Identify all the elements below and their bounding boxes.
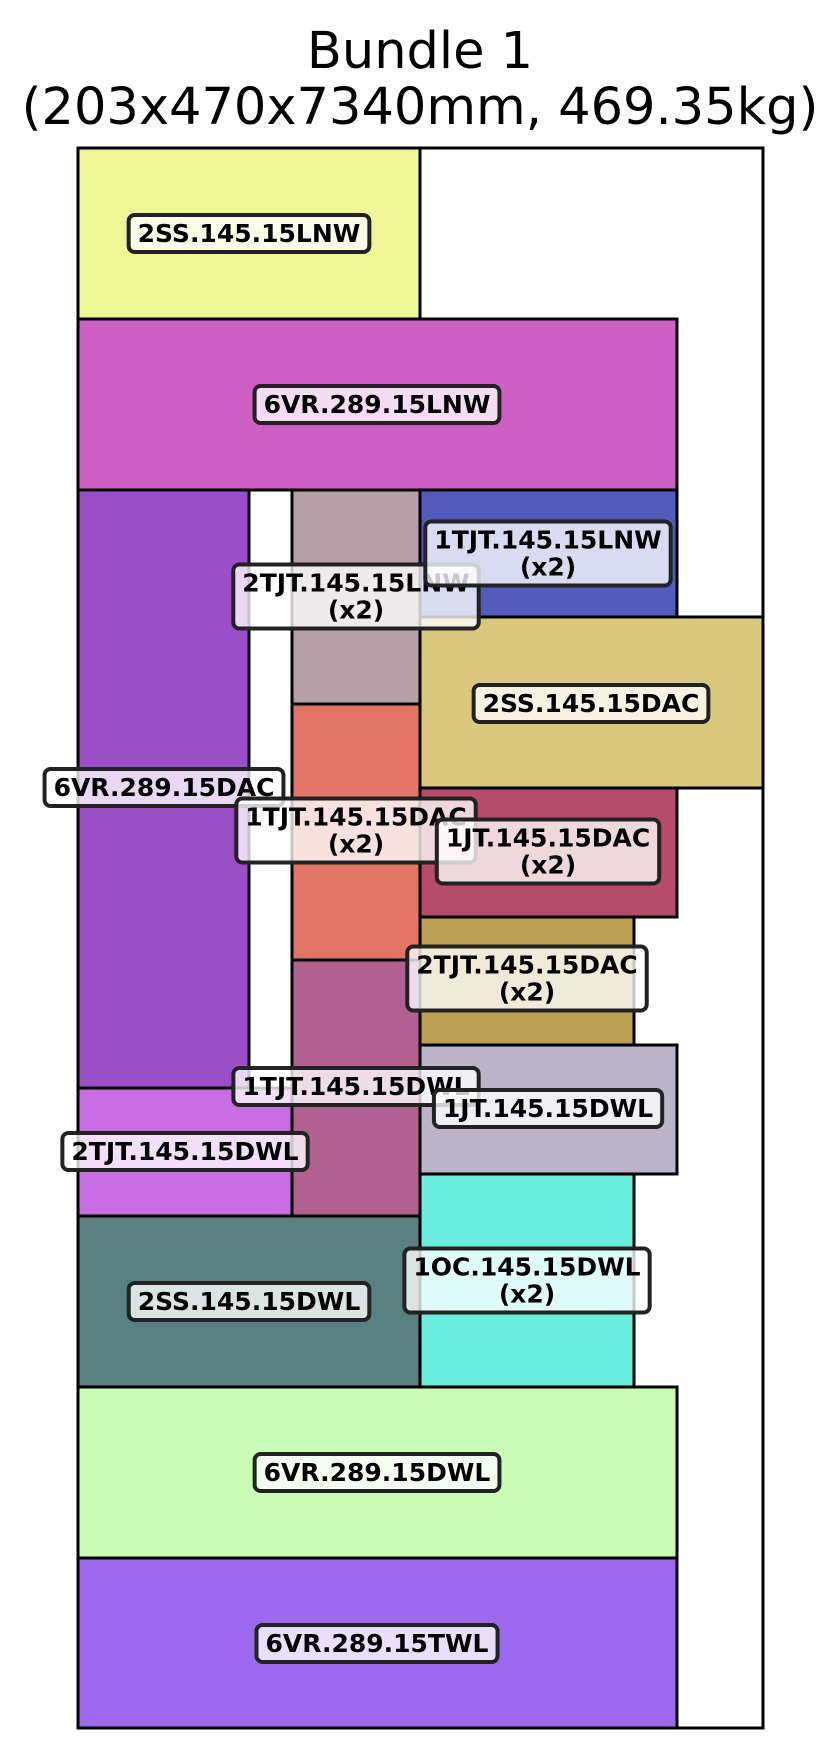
piece-label-text: 2TJT.145.15DAC (x2) xyxy=(416,951,637,1007)
piece-label: 2TJT.145.15DAC (x2) xyxy=(405,944,649,1013)
piece-label-text: 6VR.289.15LNW xyxy=(264,390,491,419)
piece-label: 1TJT.145.15DWL xyxy=(231,1066,481,1107)
piece-label: 1JT.145.15DAC (x2) xyxy=(434,817,662,886)
piece-label-text: 2SS.145.15LNW xyxy=(138,219,361,248)
piece-label-text: 1TJT.145.15DWL xyxy=(242,1072,469,1101)
piece-label-text: 1TJT.145.15DAC (x2) xyxy=(245,803,466,859)
piece-label-box xyxy=(252,1452,502,1493)
piece-label: 2SS.145.15DAC xyxy=(471,683,711,724)
piece-label: 1JT.145.15DWL xyxy=(431,1088,665,1129)
piece-label-box xyxy=(405,944,649,1013)
piece-label-box xyxy=(431,1088,665,1129)
piece-label-box xyxy=(42,767,286,808)
piece-label-box xyxy=(126,1281,372,1322)
piece-label-box xyxy=(252,384,502,425)
diagram-title: Bundle 1 xyxy=(306,22,534,81)
piece-label: 6VR.289.15DWL xyxy=(252,1452,502,1493)
piece-label-text: 6VR.289.15DAC xyxy=(54,773,275,802)
piece-label-text: 1JT.145.15DWL xyxy=(443,1094,653,1123)
piece-label-text: 1TJT.145.15LNW (x2) xyxy=(434,526,661,582)
piece-label-text: 2TJT.145.15DWL xyxy=(71,1137,298,1166)
piece-label-box xyxy=(423,519,673,588)
piece-label-text: 2SS.145.15DWL xyxy=(138,1287,361,1316)
diagram-subtitle: (203x470x7340mm, 469.35kg) xyxy=(21,78,819,137)
piece-label: 2SS.145.15LNW xyxy=(126,213,372,254)
piece-label: 1OC.145.15DWL (x2) xyxy=(402,1246,652,1315)
piece-label-box xyxy=(60,1131,310,1172)
piece-label-box xyxy=(126,213,372,254)
piece-label: 2SS.145.15DWL xyxy=(126,1281,372,1322)
piece-label-box xyxy=(434,817,662,886)
piece-label-text: 6VR.289.15TWL xyxy=(266,1629,489,1658)
piece-label: 1TJT.145.15DAC (x2) xyxy=(234,796,478,865)
piece-label-text: 6VR.289.15DWL xyxy=(264,1458,491,1487)
piece-label: 1TJT.145.15LNW (x2) xyxy=(423,519,673,588)
piece-label-box xyxy=(231,1066,481,1107)
piece-label: 6VR.289.15LNW xyxy=(252,384,502,425)
piece-label-box xyxy=(402,1246,652,1315)
piece-label-text: 2SS.145.15DAC xyxy=(483,689,700,718)
piece-label: 6VR.289.15TWL xyxy=(254,1623,500,1664)
piece-label-box xyxy=(231,562,481,631)
piece-label-box xyxy=(254,1623,500,1664)
piece-label: 6VR.289.15DAC xyxy=(42,767,286,808)
piece-label-text: 1JT.145.15DAC (x2) xyxy=(446,824,650,880)
piece-label-text: 1OC.145.15DWL (x2) xyxy=(413,1253,640,1309)
piece-label-box xyxy=(471,683,711,724)
piece-label: 2TJT.145.15LNW (x2) xyxy=(231,562,481,631)
piece-label: 2TJT.145.15DWL xyxy=(60,1131,310,1172)
